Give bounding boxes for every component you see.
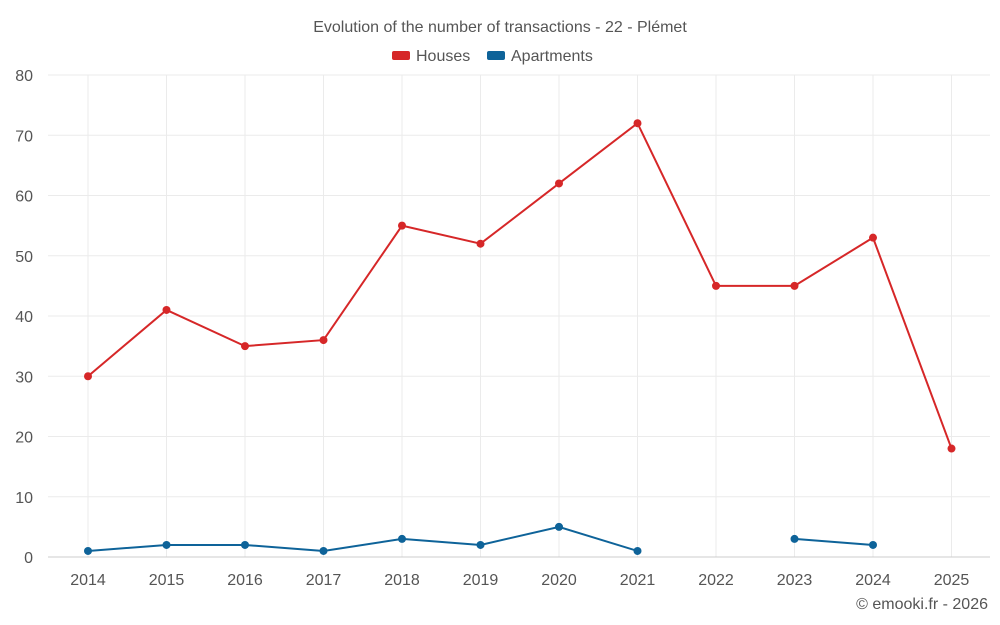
- legend-item-apartments[interactable]: Apartments: [487, 48, 593, 65]
- y-tick-label: 50: [15, 249, 33, 266]
- y-tick-label: 80: [15, 68, 33, 85]
- y-tick-label: 20: [15, 430, 33, 447]
- x-tick-label: 2019: [463, 572, 499, 589]
- series-apartments: [84, 522, 877, 555]
- x-tick-label: 2022: [698, 572, 734, 589]
- data-point-apartments[interactable]: [476, 540, 485, 549]
- x-tick-label: 2020: [541, 572, 577, 589]
- y-tick-label: 0: [24, 550, 33, 567]
- x-tick-label: 2024: [855, 572, 891, 589]
- data-point-houses[interactable]: [84, 372, 92, 381]
- x-tick-label: 2021: [620, 572, 656, 589]
- data-point-apartments[interactable]: [555, 522, 563, 531]
- y-gridlines: [48, 74, 990, 498]
- series-line-houses: [87, 121, 953, 449]
- data-point-apartments[interactable]: [633, 546, 642, 555]
- y-axis-ticks: 0 10 20 30 40 50 60 70 80: [15, 68, 33, 567]
- y-tick-label: 10: [15, 490, 33, 507]
- data-point-apartments[interactable]: [790, 534, 799, 543]
- credit-text: © emooki.fr - 2026: [856, 596, 988, 613]
- data-point-apartments[interactable]: [869, 540, 877, 549]
- data-point-houses[interactable]: [712, 281, 720, 290]
- legend: Houses Apartments: [392, 48, 593, 65]
- data-point-apartments[interactable]: [319, 546, 328, 555]
- x-axis-ticks: 2014 2015 2016 2017 2018 2019 2020 2021 2022 2023…: [70, 572, 969, 589]
- data-point-houses[interactable]: [633, 119, 642, 128]
- x-tick-label: 2017: [306, 572, 342, 589]
- data-point-houses[interactable]: [555, 179, 563, 188]
- x-tick-label: 2025: [934, 572, 970, 589]
- legend-item-houses[interactable]: Houses: [392, 48, 470, 65]
- x-tick-label: 2023: [777, 572, 813, 589]
- data-point-apartments[interactable]: [398, 534, 406, 543]
- data-point-houses[interactable]: [869, 233, 877, 242]
- x-tick-label: 2016: [227, 572, 263, 589]
- x-tick-label: 2018: [384, 572, 420, 589]
- data-point-apartments[interactable]: [162, 540, 171, 549]
- series-layer: [84, 119, 956, 555]
- series-line-apartments: [87, 525, 638, 552]
- y-tick-label: 30: [15, 369, 33, 386]
- data-point-apartments[interactable]: [84, 546, 92, 555]
- series-houses: [84, 119, 956, 453]
- x-tick-label: 2014: [70, 572, 106, 589]
- series-line-apartments: [794, 537, 874, 546]
- legend-label-apartments: Apartments: [511, 48, 593, 65]
- data-point-apartments[interactable]: [241, 540, 249, 549]
- data-point-houses[interactable]: [476, 239, 485, 248]
- data-point-houses[interactable]: [398, 221, 406, 230]
- data-point-houses[interactable]: [790, 281, 799, 290]
- data-point-houses[interactable]: [319, 336, 328, 345]
- data-point-houses[interactable]: [162, 305, 171, 314]
- data-point-houses[interactable]: [947, 444, 956, 453]
- legend-swatch-houses: [392, 51, 410, 60]
- y-tick-label: 70: [15, 128, 33, 145]
- x-tick-label: 2015: [149, 572, 185, 589]
- y-tick-label: 40: [15, 309, 33, 326]
- data-point-houses[interactable]: [241, 342, 249, 351]
- legend-swatch-apartments: [487, 51, 505, 60]
- legend-label-houses: Houses: [416, 48, 470, 65]
- y-tick-label: 60: [15, 189, 33, 206]
- x-gridlines: [87, 75, 952, 557]
- chart-title: Evolution of the number of transactions …: [313, 19, 687, 36]
